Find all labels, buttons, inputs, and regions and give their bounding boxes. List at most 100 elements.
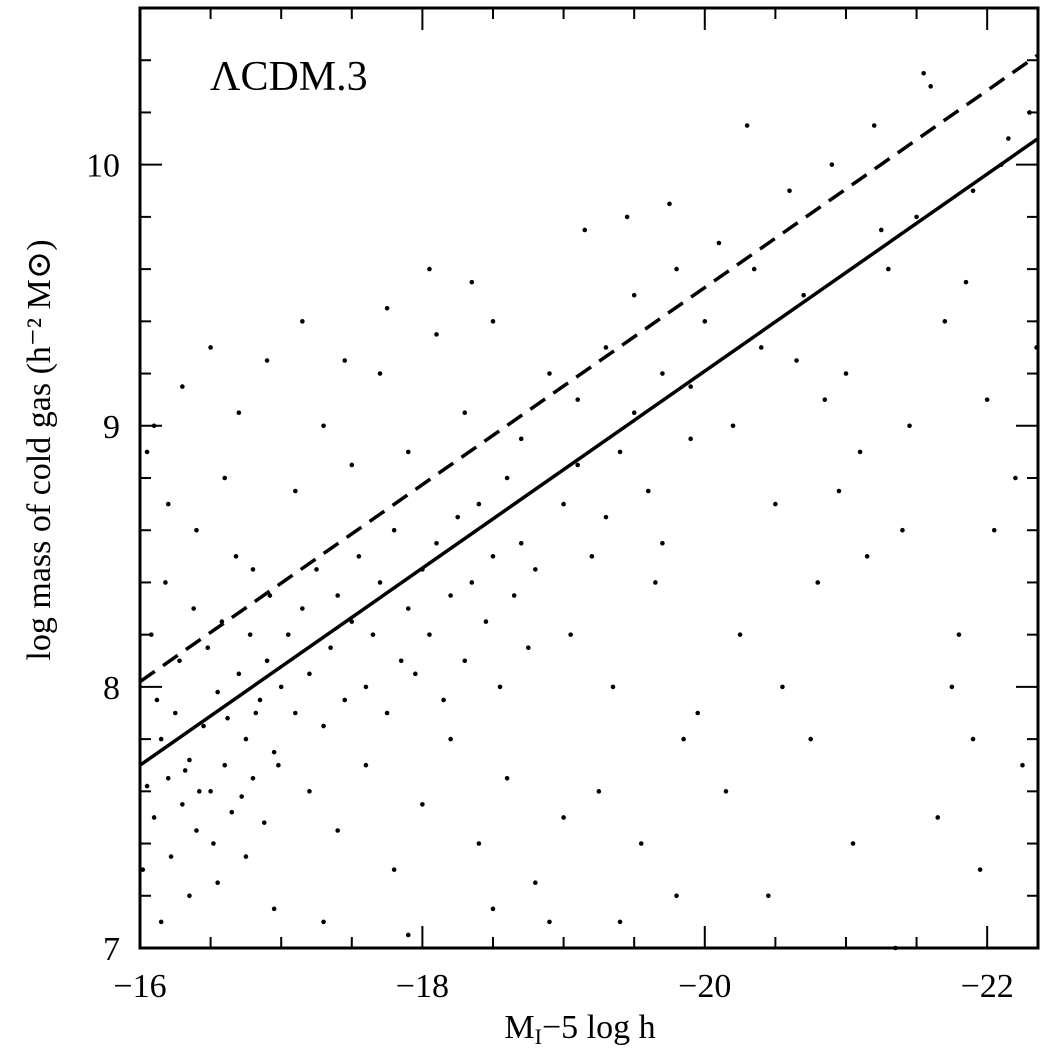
data-point	[398, 658, 404, 664]
data-point	[271, 749, 277, 755]
data-point	[497, 684, 503, 690]
data-point	[490, 319, 496, 324]
data-point	[356, 554, 362, 559]
data-point	[1034, 345, 1039, 350]
x-label-part: −5 log h	[542, 1009, 656, 1046]
data-point	[434, 332, 439, 337]
data-point	[504, 475, 510, 481]
data-point	[660, 371, 665, 376]
data-point	[187, 893, 192, 899]
data-point	[533, 880, 538, 886]
data-point	[384, 305, 390, 311]
data-point	[900, 527, 905, 533]
data-point	[201, 723, 206, 729]
data-point	[737, 632, 743, 637]
data-point	[441, 697, 446, 703]
data-point	[780, 684, 785, 690]
data-point	[561, 501, 566, 507]
data-point	[462, 658, 468, 664]
data-point	[413, 671, 418, 677]
data-point	[1013, 475, 1018, 481]
data-point	[182, 768, 188, 773]
data-point	[335, 593, 340, 598]
data-point	[610, 684, 616, 690]
data-point	[660, 540, 665, 546]
data-point	[688, 384, 693, 389]
annotation: ΛCDM.3	[210, 54, 368, 100]
data-point	[984, 397, 990, 402]
data-point	[427, 632, 432, 637]
data-point	[264, 358, 270, 363]
data-point	[935, 815, 941, 820]
data-point	[267, 593, 273, 598]
data-point	[871, 123, 877, 128]
data-point	[836, 488, 842, 494]
x-tick-label: −18	[396, 968, 449, 1005]
data-point	[211, 841, 216, 846]
data-point	[681, 736, 686, 742]
data-point	[215, 880, 220, 886]
data-point	[420, 802, 425, 807]
data-point	[490, 906, 496, 912]
data-point	[148, 632, 154, 637]
data-point	[617, 449, 623, 455]
data-point	[603, 514, 609, 520]
data-point	[970, 736, 976, 742]
data-point	[751, 266, 757, 272]
data-point	[921, 70, 926, 76]
data-point	[1006, 136, 1011, 141]
data-point	[321, 919, 326, 925]
data-point	[653, 580, 658, 585]
data-point	[448, 593, 453, 598]
data-point	[490, 554, 496, 559]
data-point	[991, 527, 997, 533]
data-point	[518, 436, 524, 442]
y-axis-label: log mass of cold gas (h⁻² M⊙)	[21, 239, 58, 660]
data-point	[434, 540, 439, 546]
data-point	[504, 775, 510, 781]
x-label-sub: I	[535, 1024, 542, 1049]
data-point	[511, 593, 517, 598]
data-point	[455, 514, 460, 520]
data-point	[448, 736, 453, 742]
data-point	[730, 423, 736, 429]
data-point	[667, 201, 672, 207]
data-point	[158, 736, 164, 742]
data-point	[342, 697, 348, 703]
data-point	[250, 567, 256, 572]
y-tick-label: 10	[86, 148, 120, 185]
data-point	[144, 783, 150, 789]
data-point	[140, 867, 146, 872]
data-point	[229, 809, 235, 815]
data-point	[963, 279, 969, 285]
data-point	[236, 671, 242, 677]
data-point	[205, 645, 211, 651]
data-point	[631, 410, 637, 416]
data-point	[850, 841, 856, 846]
x-label-part: M	[504, 1009, 534, 1046]
data-point	[363, 762, 369, 768]
data-point	[177, 658, 182, 664]
data-point	[405, 932, 411, 938]
data-point	[928, 84, 933, 89]
data-point	[589, 554, 595, 559]
data-point	[363, 684, 369, 690]
data-point	[271, 906, 277, 912]
y-tick-label: 7	[103, 931, 120, 968]
data-point	[194, 527, 199, 533]
data-point	[168, 854, 174, 859]
data-point	[307, 789, 312, 794]
data-point	[253, 710, 259, 716]
data-point	[483, 619, 489, 624]
data-point	[377, 580, 383, 585]
data-point	[525, 645, 531, 651]
data-point	[197, 789, 202, 794]
data-point	[247, 632, 253, 637]
data-point	[864, 554, 870, 559]
data-point	[815, 580, 821, 585]
data-point	[222, 762, 228, 768]
data-point	[293, 488, 298, 494]
data-point	[970, 188, 976, 194]
x-tick-label: −22	[961, 968, 1014, 1005]
